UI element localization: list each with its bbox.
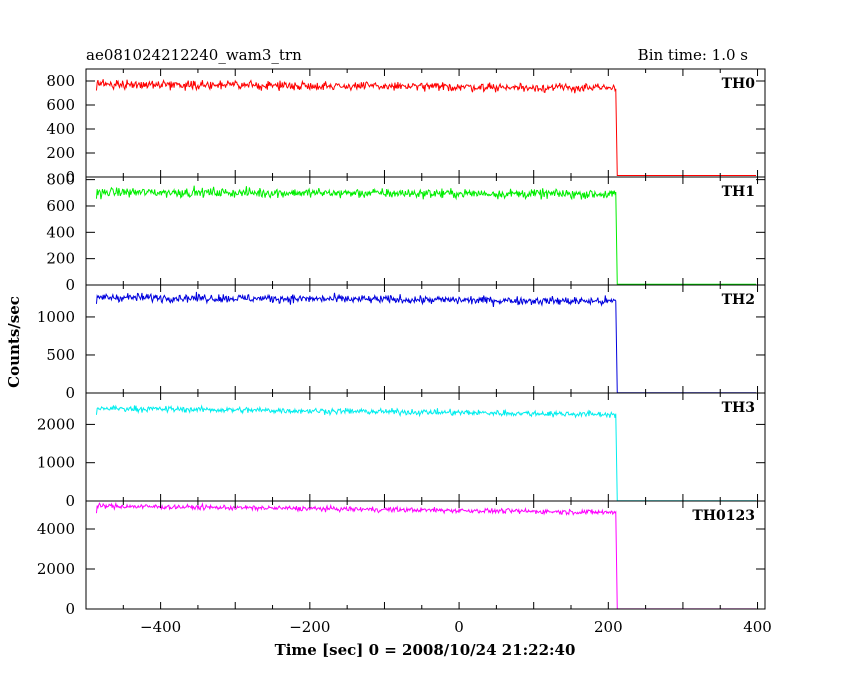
panel-label-th2: TH2	[722, 292, 755, 308]
y-tick-label: 800	[46, 171, 75, 189]
panel-label-th0: TH0	[722, 76, 756, 92]
x-tick-label: −200	[289, 618, 330, 636]
y-tick-label: 600	[46, 197, 75, 215]
panel-th3: 0 1000 2000 TH3	[37, 392, 766, 510]
panel-th2: 0 500 1000 TH2	[37, 284, 766, 402]
series-line-th0123	[95, 501, 757, 610]
panel-th0123: 0 2000 4000 TH0123	[37, 500, 766, 618]
y-tick-label: 2000	[37, 560, 75, 578]
series-line-th0	[95, 78, 757, 177]
x-axis-label: Time [sec] 0 = 2008/10/24 21:22:40	[275, 641, 576, 659]
y-tick-label: 2000	[37, 415, 75, 433]
y-tick-label: 400	[46, 223, 75, 241]
y-tick-label: 200	[46, 250, 75, 268]
x-tick-label: 400	[743, 618, 772, 636]
y-tick-label: 0	[65, 600, 75, 618]
y-tick-label: 0	[65, 276, 75, 294]
panel-label-th1: TH1	[722, 184, 755, 200]
panel-stack: 0 200 400 600 800 TH0 0 200 400 600 800 TH1 0 500 1000…	[37, 68, 772, 636]
y-tick-label: 0	[65, 384, 75, 402]
chart-title: ae081024212240_wam3_trn	[86, 46, 302, 64]
series-line-th3	[95, 404, 757, 502]
y-tick-label: 1000	[37, 308, 75, 326]
panel-label-th3: TH3	[722, 400, 755, 416]
x-tick-label: 0	[454, 618, 464, 636]
series-line-th2	[95, 291, 757, 394]
y-tick-label: 1000	[37, 454, 75, 472]
series-line-th1	[95, 185, 757, 285]
y-tick-label: 500	[46, 346, 75, 364]
y-axis-label: Counts/sec	[5, 296, 23, 388]
x-tick-label: 200	[594, 618, 623, 636]
y-tick-label: 600	[46, 96, 75, 114]
panel-th0: 0 200 400 600 800 TH0	[46, 68, 766, 186]
y-tick-label: 0	[65, 492, 75, 510]
panel-frame	[85, 500, 766, 610]
y-tick-label: 0	[65, 168, 75, 186]
y-tick-label: 800	[46, 72, 75, 90]
y-tick-label: 400	[46, 120, 75, 138]
panel-label-th0123: TH0123	[692, 508, 755, 524]
bin-time-label: Bin time: 1.0 s	[638, 46, 748, 64]
x-tick-label: −400	[140, 618, 181, 636]
y-tick-label: 200	[46, 144, 75, 162]
panel-th1: 0 200 400 600 800 TH1	[46, 171, 766, 294]
y-tick-label: 4000	[37, 520, 75, 538]
